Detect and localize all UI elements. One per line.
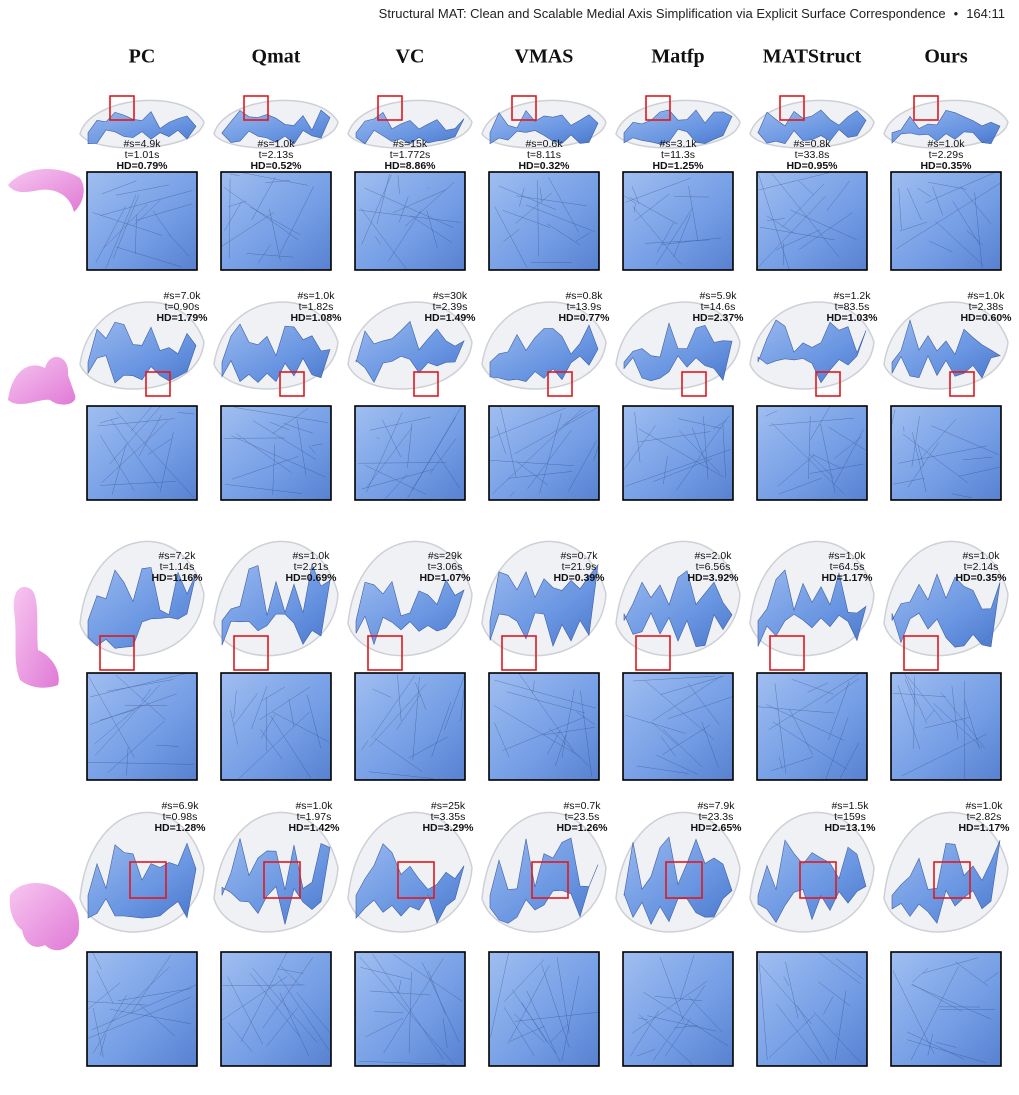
fertility-thumb	[8, 357, 75, 405]
hausdorff-distance: HD=0.79%	[116, 160, 168, 172]
zoom-fill	[221, 172, 331, 270]
zoom-fill	[489, 172, 599, 270]
zoom-fill	[87, 673, 197, 780]
hausdorff-distance: HD=1.08%	[290, 312, 342, 324]
method-title: VC	[396, 46, 425, 68]
zoom-fill	[891, 952, 1001, 1066]
zoom-fill	[623, 406, 733, 500]
zoom-fill	[87, 952, 197, 1066]
page-header: Structural MAT: Clean and Scalable Media…	[379, 6, 1005, 21]
hausdorff-distance: HD=1.17%	[821, 572, 873, 584]
hausdorff-distance: HD=0.39%	[553, 572, 605, 584]
hausdorff-distance: HD=1.79%	[156, 312, 208, 324]
zoom-fill	[757, 406, 867, 500]
hausdorff-distance: HD=0.35%	[955, 572, 1007, 584]
hausdorff-distance: HD=0.52%	[250, 160, 302, 172]
method-title: PC	[129, 46, 156, 68]
zoom-fill	[221, 952, 331, 1066]
hausdorff-distance: HD=0.35%	[920, 160, 972, 172]
method-title: Matfp	[651, 46, 704, 68]
dolphin-thumb	[8, 169, 84, 212]
elephant-thumb	[10, 883, 79, 950]
hausdorff-distance: HD=1.26%	[556, 822, 608, 834]
hausdorff-distance: HD=1.49%	[424, 312, 476, 324]
zoom-fill	[623, 952, 733, 1066]
zoom-fill	[355, 406, 465, 500]
hausdorff-distance: HD=3.29%	[422, 822, 474, 834]
zoom-fill	[355, 952, 465, 1066]
hausdorff-distance: HD=1.25%	[652, 160, 704, 172]
hausdorff-distance: HD=1.07%	[419, 572, 471, 584]
zoom-fill	[87, 172, 197, 270]
hausdorff-distance: HD=1.17%	[958, 822, 1010, 834]
zoom-fill	[355, 673, 465, 780]
zoom-fill	[87, 406, 197, 500]
method-title: MATStruct	[763, 46, 862, 68]
zoom-fill	[891, 673, 1001, 780]
hausdorff-distance: HD=3.92%	[687, 572, 739, 584]
hausdorff-distance: HD=1.16%	[151, 572, 203, 584]
pink-thumbnails	[8, 169, 84, 950]
hausdorff-distance: HD=1.28%	[154, 822, 206, 834]
hausdorff-distance: HD=0.60%	[960, 312, 1012, 324]
zoom-fill	[489, 673, 599, 780]
zoom-fill	[891, 406, 1001, 500]
hausdorff-distance: HD=0.32%	[518, 160, 570, 172]
hausdorff-distance: HD=13.1%	[824, 822, 876, 834]
hausdorff-distance: HD=1.42%	[288, 822, 340, 834]
zoom-fill	[891, 172, 1001, 270]
hausdorff-distance: HD=2.37%	[692, 312, 744, 324]
method-title: Qmat	[252, 46, 301, 68]
zoom-fill	[623, 172, 733, 270]
hausdorff-distance: HD=2.65%	[690, 822, 742, 834]
hausdorff-distance: HD=0.95%	[786, 160, 838, 172]
method-title: Ours	[924, 46, 968, 68]
hausdorff-distance: HD=1.03%	[826, 312, 878, 324]
zoom-fill	[221, 673, 331, 780]
zoom-fill	[623, 673, 733, 780]
hausdorff-distance: HD=0.77%	[558, 312, 610, 324]
method-title: VMAS	[515, 46, 574, 68]
hausdorff-distance: HD=0.69%	[285, 572, 337, 584]
figure-thumb	[14, 587, 59, 688]
hausdorff-distance: HD=8.86%	[384, 160, 436, 172]
